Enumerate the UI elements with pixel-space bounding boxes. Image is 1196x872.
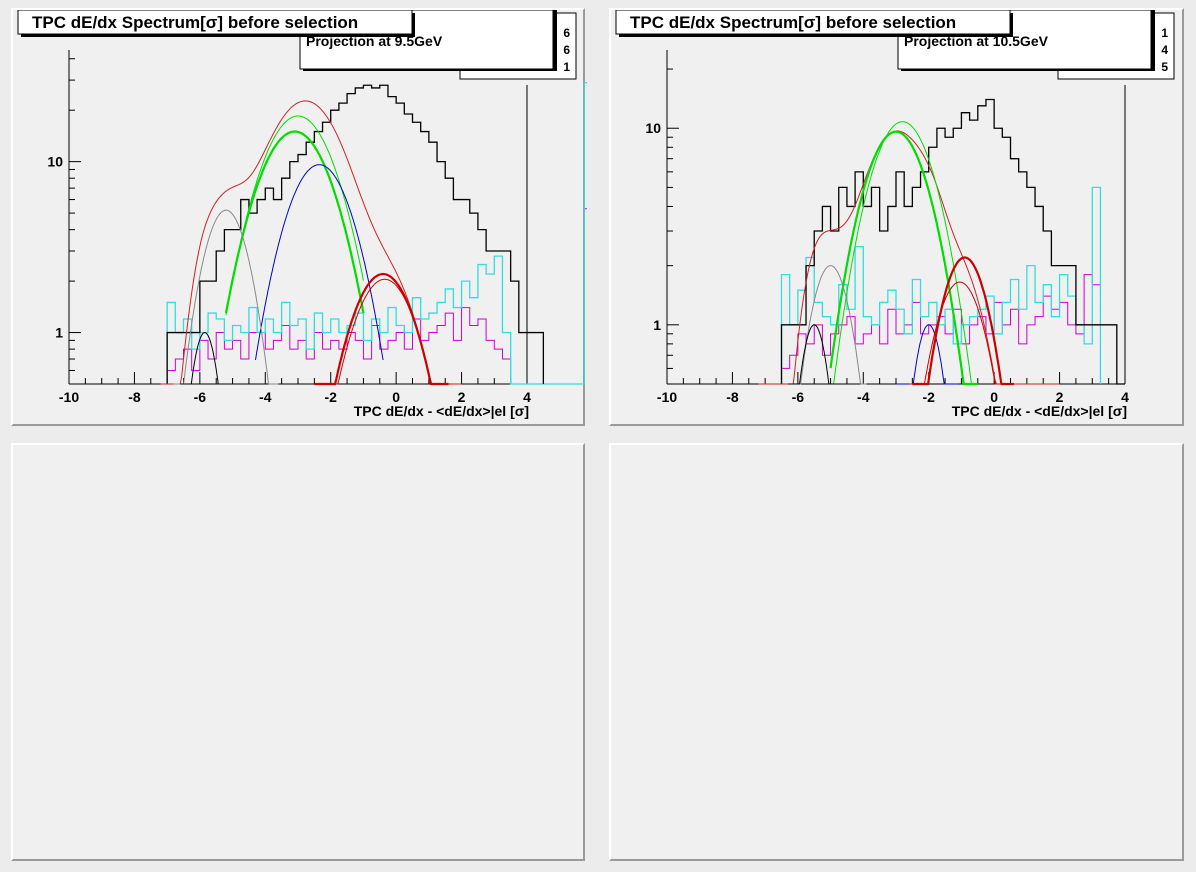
histogram-magenta <box>781 274 1101 384</box>
fit-curve-pion_fit <box>224 130 365 314</box>
x-tick-label: -6 <box>792 389 805 405</box>
fit-curve-total_fit <box>758 130 1060 385</box>
fit-curve-electron_fit <box>909 281 1014 385</box>
fit-curve-deuteron_fit <box>180 332 230 385</box>
pad-top-right[interactable]: -10 -8 -6 -4 -2 0 2 4 1 10 TPC dE/dx - <dE/dx>|el … <box>609 8 1184 426</box>
fit-curve-kaon_fit <box>896 324 959 385</box>
chart-title: TPC dE/dx Spectrum[σ] before selection <box>32 13 358 32</box>
histogram-cyan <box>166 81 587 385</box>
x-tick-label: 4 <box>523 389 531 405</box>
histogram-data <box>780 98 1125 385</box>
x-tick-label: -4 <box>857 389 870 405</box>
x-axis-label: TPC dE/dx - <dE/dx>|el [σ] <box>952 403 1127 419</box>
x-tick-label: 0 <box>990 389 998 405</box>
histogram-magenta <box>166 208 587 385</box>
x-tick-label: 0 <box>392 389 400 405</box>
fit-curve-deuteron_fit <box>788 324 841 385</box>
fit-curve-proton_fit <box>788 265 867 385</box>
stats-digit: 5 <box>1161 60 1168 74</box>
histogram-data <box>166 84 545 384</box>
x-tick-label: 2 <box>458 389 466 405</box>
pad-top-left[interactable]: -10 -8 -6 -4 -2 0 2 4 1 10 TPC dE/dx - <dE/dx>|el … <box>11 8 587 426</box>
x-tick-label: -6 <box>194 389 207 405</box>
x-tick-label: -8 <box>128 389 141 405</box>
x-axis-label: TPC dE/dx - <dE/dx>|el [σ] <box>354 403 529 419</box>
pad-bottom-left[interactable] <box>11 443 585 861</box>
title-box <box>17 10 413 35</box>
fit-curve-kaon_fit <box>255 164 384 361</box>
chart-title: TPC dE/dx Spectrum[σ] before selection <box>630 13 956 32</box>
title-box <box>615 10 1011 35</box>
y-tick-label: 10 <box>645 120 661 136</box>
fit-curve-proton_fit <box>173 209 279 385</box>
fit-curve-pion_fit <box>829 130 978 386</box>
stats-digit: 6 <box>563 43 570 57</box>
histogram-cyan <box>780 186 1102 384</box>
pad-bottom-right[interactable] <box>609 443 1184 861</box>
y-tick-label: 10 <box>47 154 63 170</box>
y-tick-label: 1 <box>653 317 661 333</box>
x-tick-label: -2 <box>324 389 337 405</box>
stats-digit: 4 <box>1161 43 1168 57</box>
fit-curve-electron_fit <box>912 256 1014 386</box>
chart-pad-0: -10 -8 -6 -4 -2 0 2 4 1 10 TPC dE/dx - <dE/dx>|el … <box>17 10 587 419</box>
fit-curve-electron_fit <box>314 272 449 386</box>
x-tick-label: -2 <box>922 389 935 405</box>
stats-digit: 1 <box>563 60 570 74</box>
fit-curve-electron_fit <box>317 278 452 385</box>
x-tick-label: -10 <box>657 389 677 405</box>
fit-curve-pion_fit <box>225 115 364 316</box>
x-tick-label: -10 <box>59 389 79 405</box>
y-tick-label: 1 <box>55 325 63 341</box>
x-tick-label: 2 <box>1056 389 1064 405</box>
fit-curve-pion_fit <box>830 121 978 385</box>
chart-pad-1: -10 -8 -6 -4 -2 0 2 4 1 10 TPC dE/dx - <dE/dx>|el … <box>615 10 1175 419</box>
x-tick-label: -8 <box>726 389 739 405</box>
x-tick-label: 4 <box>1121 389 1129 405</box>
stats-digit: 1 <box>1161 26 1168 40</box>
x-tick-label: -4 <box>259 389 272 405</box>
stats-digit: 6 <box>563 26 570 40</box>
